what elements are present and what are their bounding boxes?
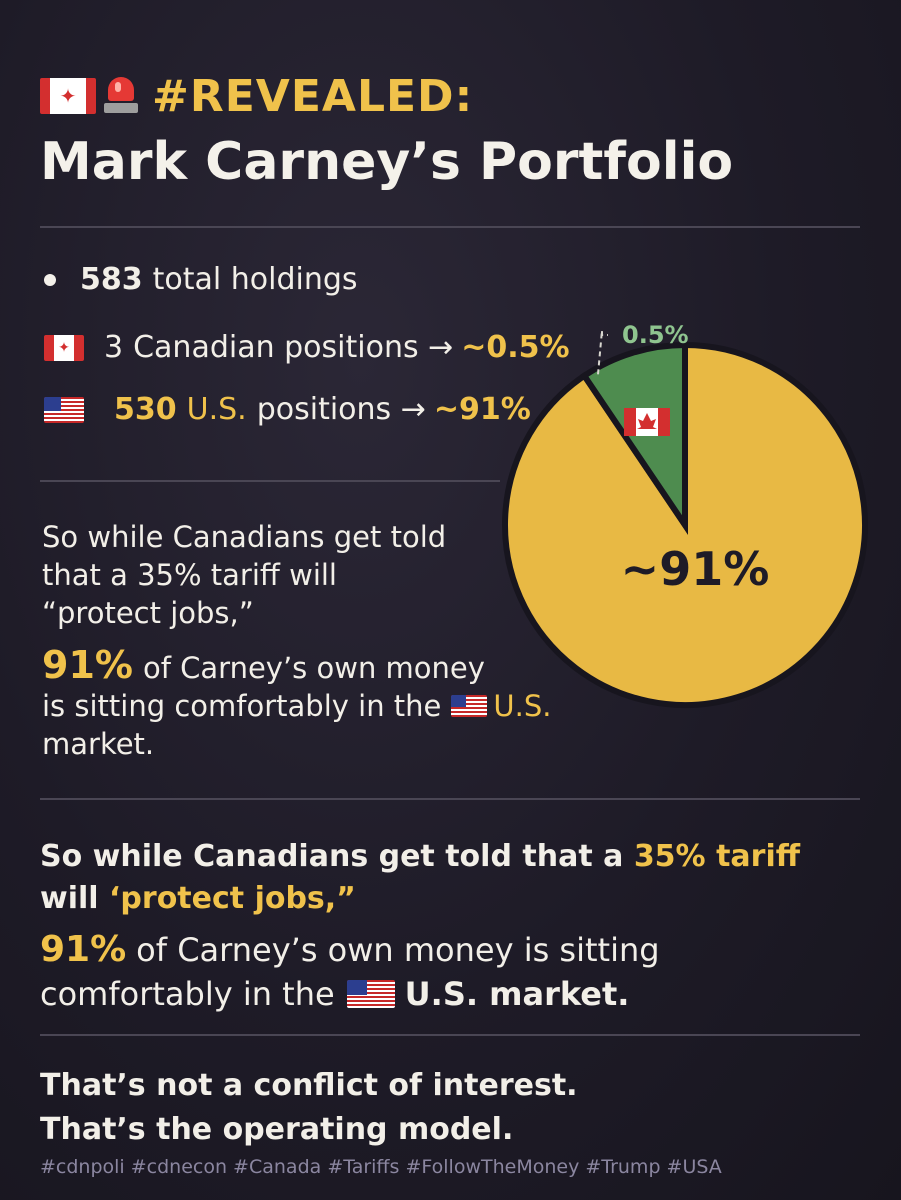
canadian-pct: ~0.5% (461, 330, 570, 365)
canada-flag-icon (624, 408, 670, 436)
bullet-icon (44, 273, 56, 286)
stat-total: 583 total holdings (44, 262, 358, 297)
canadian-label: Canadian positions → (133, 330, 454, 365)
middle-us: U.S. (493, 689, 552, 723)
middle-pct: 91% (42, 643, 133, 687)
lower-line-4a: comfortably in the (40, 975, 335, 1013)
middle-paragraph: So while Canadians get told that a 35% t… (42, 518, 551, 763)
lower-pct: 91% (40, 929, 127, 970)
canadian-number: 3 (104, 330, 124, 365)
us-label-yellow: U.S. (186, 392, 247, 427)
total-label: total holdings (152, 262, 358, 297)
stat-us: 530 U.S. positions → ~91% (44, 392, 531, 427)
divider-middle (40, 798, 860, 800)
us-label: positions → (256, 392, 426, 427)
lower-line-3: of Carney’s own money is sitting (136, 931, 660, 969)
divider-top (40, 226, 860, 228)
lower-line-4b: U.S. market. (404, 975, 630, 1013)
us-flag-icon (44, 396, 84, 423)
canada-flag-icon: ✦ (40, 78, 96, 114)
header-tag-row: ✦ #REVEALED: (40, 66, 473, 126)
us-pct: ~91% (433, 392, 531, 427)
middle-line-6: market. (42, 727, 155, 761)
stat-canadian: ✦ 3 Canadian positions → ~0.5% (44, 330, 570, 365)
closing-line-2: That’s the operating model. (40, 1112, 514, 1147)
lower-paragraph: So while Canadians get told that a 35% t… (40, 836, 800, 1016)
total-number: 583 (80, 262, 143, 297)
slice-label-us: ~91% (621, 542, 770, 596)
canada-flag-icon: ✦ (44, 334, 84, 361)
revealed-tag: #REVEALED: (152, 70, 474, 122)
divider-lower (40, 1034, 860, 1036)
portfolio-pie-chart: 0.5% ~91% (502, 321, 868, 708)
us-flag-icon (451, 695, 488, 717)
middle-line-1: So while Canadians get told (42, 520, 447, 554)
closing-statement: That’s not a conflict of interest. That’… (40, 1064, 578, 1152)
lower-line-1b: 35% tariff (633, 839, 801, 874)
slice-label-canada: 0.5% (622, 321, 689, 349)
lower-line-2a: will (40, 881, 99, 916)
page-title: Mark Carney’s Portfolio (40, 132, 734, 192)
divider-stats (40, 480, 500, 482)
middle-line-4: of Carney’s own money (142, 651, 485, 685)
us-flag-icon (346, 980, 395, 1008)
middle-line-5: is sitting comfortably in the (42, 689, 442, 723)
lower-line-2b: ‘protect jobs,” (109, 881, 356, 916)
closing-line-1: That’s not a conflict of interest. (40, 1068, 578, 1103)
siren-icon (104, 77, 138, 115)
us-number: 530 (114, 392, 177, 427)
middle-line-2: that a 35% tariff will (42, 558, 337, 592)
slice-leader-line (597, 330, 608, 375)
lower-line-1a: So while Canadians get told that a (40, 839, 624, 874)
middle-line-3: “protect jobs,” (42, 596, 254, 630)
hashtags: #cdnpoli #cdnecon #Canada #Tariffs #Foll… (40, 1156, 722, 1178)
